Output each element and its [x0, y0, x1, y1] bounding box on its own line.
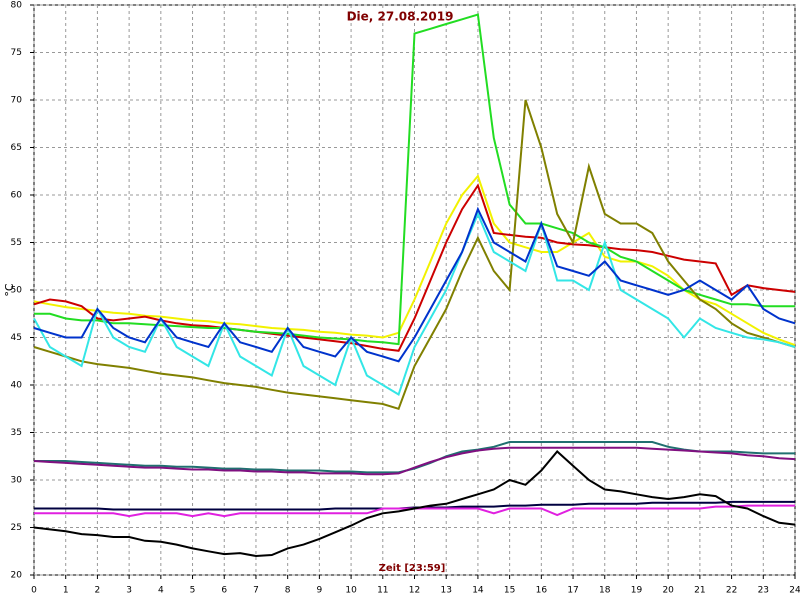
- y-axis-label: °C: [3, 283, 16, 297]
- x-tick-label: 0: [31, 586, 37, 596]
- x-tick-label: 23: [758, 586, 769, 596]
- y-tick-label: 70: [11, 96, 23, 106]
- y-tick-label: 65: [11, 143, 22, 153]
- x-tick-label: 4: [158, 586, 164, 596]
- y-tick-label: 20: [11, 571, 23, 581]
- y-tick-label: 60: [11, 191, 23, 201]
- x-tick-label: 16: [536, 586, 548, 596]
- x-tick-label: 13: [440, 586, 451, 596]
- x-axis-label: Zeit [23:59]: [379, 563, 446, 574]
- x-tick-label: 22: [726, 586, 737, 596]
- y-tick-label: 55: [11, 238, 22, 248]
- x-tick-label: 11: [377, 586, 388, 596]
- x-tick-label: 20: [662, 586, 674, 596]
- series-line: [33, 206, 796, 363]
- y-tick-label: 35: [11, 428, 22, 438]
- x-tick-label: 7: [253, 586, 259, 596]
- series-line: [33, 446, 796, 476]
- x-tick-label: 6: [221, 586, 227, 596]
- series-line: [34, 13, 795, 346]
- x-tick-label: 8: [285, 586, 291, 596]
- x-tick-label: 18: [599, 586, 611, 596]
- series-line: [33, 450, 796, 558]
- x-tick-label: 2: [95, 586, 101, 596]
- x-tick-label: 9: [317, 586, 323, 596]
- x-tick-label: 3: [126, 586, 132, 596]
- x-tick-label: 5: [190, 586, 196, 596]
- x-tick-label: 24: [789, 586, 800, 596]
- y-tick-label: 50: [11, 286, 23, 296]
- y-tick-label: 75: [11, 48, 22, 58]
- x-tick-label: 15: [504, 586, 515, 596]
- y-tick-label: 40: [11, 381, 23, 391]
- x-tick-label: 21: [694, 586, 705, 596]
- chart-title: Die, 27.08.2019: [347, 10, 454, 24]
- x-tick-label: 17: [567, 586, 578, 596]
- lines: [33, 13, 796, 558]
- x-tick-label: 14: [472, 586, 484, 596]
- x-tick-label: 10: [345, 586, 357, 596]
- x-tick-label: 19: [631, 586, 643, 596]
- y-tick-label: 30: [11, 476, 23, 486]
- y-tick-label: 45: [11, 333, 22, 343]
- x-tick-label: 1: [63, 586, 69, 596]
- x-tick-label: 12: [409, 586, 420, 596]
- series-line: [33, 99, 796, 411]
- y-tick-label: 80: [11, 1, 23, 11]
- y-tick-label: 25: [11, 523, 22, 533]
